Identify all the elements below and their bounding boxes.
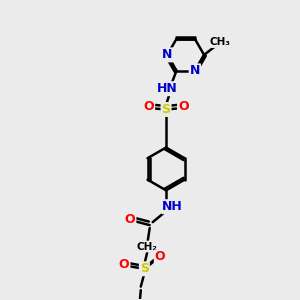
- Text: CH₃: CH₃: [209, 37, 230, 47]
- Text: S: S: [161, 103, 170, 116]
- Text: O: O: [155, 250, 165, 263]
- Text: S: S: [140, 262, 149, 275]
- Text: O: O: [125, 213, 135, 226]
- Text: NH: NH: [162, 200, 183, 213]
- Text: O: O: [178, 100, 189, 113]
- Text: O: O: [143, 100, 154, 113]
- Text: O: O: [119, 258, 130, 271]
- Text: N: N: [190, 64, 200, 77]
- Text: HN: HN: [157, 82, 178, 95]
- Text: CH₂: CH₂: [137, 242, 158, 251]
- Text: N: N: [162, 48, 172, 62]
